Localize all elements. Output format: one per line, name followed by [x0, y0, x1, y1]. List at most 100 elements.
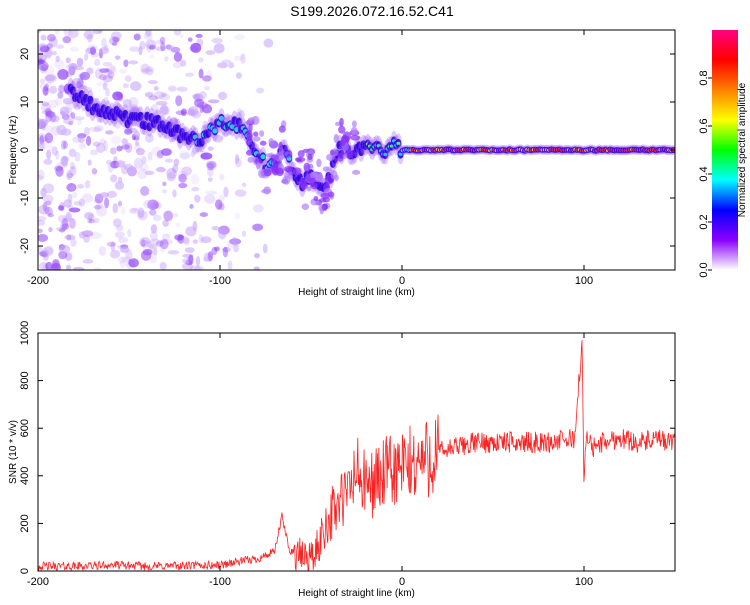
heatmap-cell — [217, 62, 229, 69]
heatmap-cell — [85, 135, 92, 146]
heatmap-cell — [58, 84, 65, 94]
heatmap-cell — [316, 158, 322, 168]
heatmap-cell — [110, 65, 116, 73]
colorbar-tick-label: 0.8 — [698, 70, 710, 85]
heatmap-cell — [72, 267, 85, 270]
heatmap-cell — [253, 266, 260, 270]
heatmap-ytick-label: 0 — [19, 147, 31, 153]
heatmap-cell — [92, 127, 102, 133]
heatmap-cell — [78, 142, 86, 150]
heatmap-cell — [204, 194, 216, 204]
heatmap-cell — [44, 48, 52, 59]
heatmap-cell — [44, 245, 54, 255]
heatmap-cell — [123, 59, 129, 68]
heatmap-cell — [219, 173, 225, 181]
heatmap-cell — [70, 185, 75, 191]
heatmap-cell — [68, 120, 74, 126]
heatmap-cell — [44, 65, 55, 76]
heatmap-cell — [161, 233, 171, 241]
heatmap-cell — [66, 234, 72, 241]
heatmap-cell — [205, 50, 216, 56]
heatmap-cell — [213, 43, 225, 54]
heatmap-xtick-label: 0 — [399, 275, 405, 287]
heatmap-cell — [270, 158, 275, 163]
heatmap-cell — [143, 199, 154, 209]
heatmap-cell — [117, 200, 123, 207]
heatmap-cell — [59, 106, 70, 116]
heatmap-cell — [202, 256, 211, 262]
heatmap-cell — [95, 202, 104, 209]
heatmap-cell — [342, 154, 348, 160]
heatmap-cell — [40, 187, 47, 198]
heatmap-cell — [42, 201, 47, 212]
heatmap-cell — [173, 158, 180, 166]
heatmap-cell — [44, 206, 54, 216]
heatmap-cell — [215, 199, 223, 210]
heatmap-cell — [89, 231, 102, 240]
heatmap-cell — [112, 218, 122, 228]
heatmap-cell — [121, 144, 130, 150]
heatmap-cell — [229, 238, 242, 245]
heatmap-cell — [119, 246, 130, 253]
heatmap-cell — [64, 252, 73, 261]
heatmap-cell — [219, 194, 226, 201]
heatmap-cell — [95, 142, 106, 154]
heatmap-cell — [68, 207, 81, 213]
heatmap-cell — [234, 157, 242, 168]
heatmap-cell — [55, 226, 68, 232]
heatmap-cell — [92, 217, 100, 224]
heatmap-cell — [179, 150, 190, 160]
heatmap-cell — [128, 60, 139, 65]
heatmap-cell — [171, 164, 179, 173]
heatmap-cell — [42, 183, 55, 194]
heatmap-cell — [255, 161, 261, 170]
heatmap-cell — [109, 36, 119, 45]
heatmap-cell — [338, 125, 346, 134]
heatmap-cell — [76, 57, 84, 67]
heatmap-cell — [180, 108, 187, 116]
heatmap-cell — [227, 260, 233, 270]
heatmap-cell — [176, 86, 188, 92]
heatmap-cell — [55, 55, 60, 63]
heatmap-cell — [195, 256, 201, 267]
heatmap-cell — [45, 110, 55, 118]
heatmap-cell — [38, 133, 47, 143]
heatmap-cell — [48, 226, 53, 233]
heatmap-cell — [207, 161, 217, 171]
heatmap-cell — [38, 204, 50, 215]
heatmap-cell — [175, 222, 181, 228]
heatmap-cell — [124, 75, 132, 82]
heatmap-cell — [55, 150, 60, 160]
heatmap-cell — [96, 206, 107, 217]
heatmap-cell — [283, 165, 294, 173]
heatmap-cell — [253, 131, 259, 137]
heatmap-cell — [87, 217, 93, 224]
heatmap-cell — [42, 194, 54, 204]
heatmap-cell — [181, 166, 192, 176]
heatmap-cell — [301, 203, 310, 210]
heatmap-cell — [137, 111, 144, 121]
heatmap-cell — [200, 236, 212, 244]
heatmap-cell — [246, 130, 253, 140]
heatmap-cell — [162, 181, 167, 187]
heatmap-cell — [187, 37, 193, 42]
heatmap-cell — [45, 261, 53, 270]
heatmap-cell — [253, 252, 260, 259]
heatmap-cell — [70, 237, 77, 247]
heatmap-cell — [51, 125, 61, 136]
heatmap-cell — [233, 243, 240, 253]
heatmap-cell — [110, 135, 122, 145]
snr-xtick-label: -200 — [27, 576, 49, 588]
heatmap-cell — [140, 63, 150, 75]
heatmap-cell — [327, 191, 335, 198]
heatmap-cell — [263, 38, 274, 48]
heatmap-cell — [202, 75, 212, 82]
heatmap-cell — [152, 214, 162, 222]
heatmap-cell — [155, 114, 162, 124]
heatmap-cell — [292, 167, 302, 176]
heatmap-cell — [207, 177, 213, 182]
heatmap-ytick-label: -20 — [19, 238, 31, 254]
heatmap-cell — [119, 68, 127, 74]
heatmap-cell — [112, 36, 120, 43]
heatmap-cell — [129, 46, 141, 52]
